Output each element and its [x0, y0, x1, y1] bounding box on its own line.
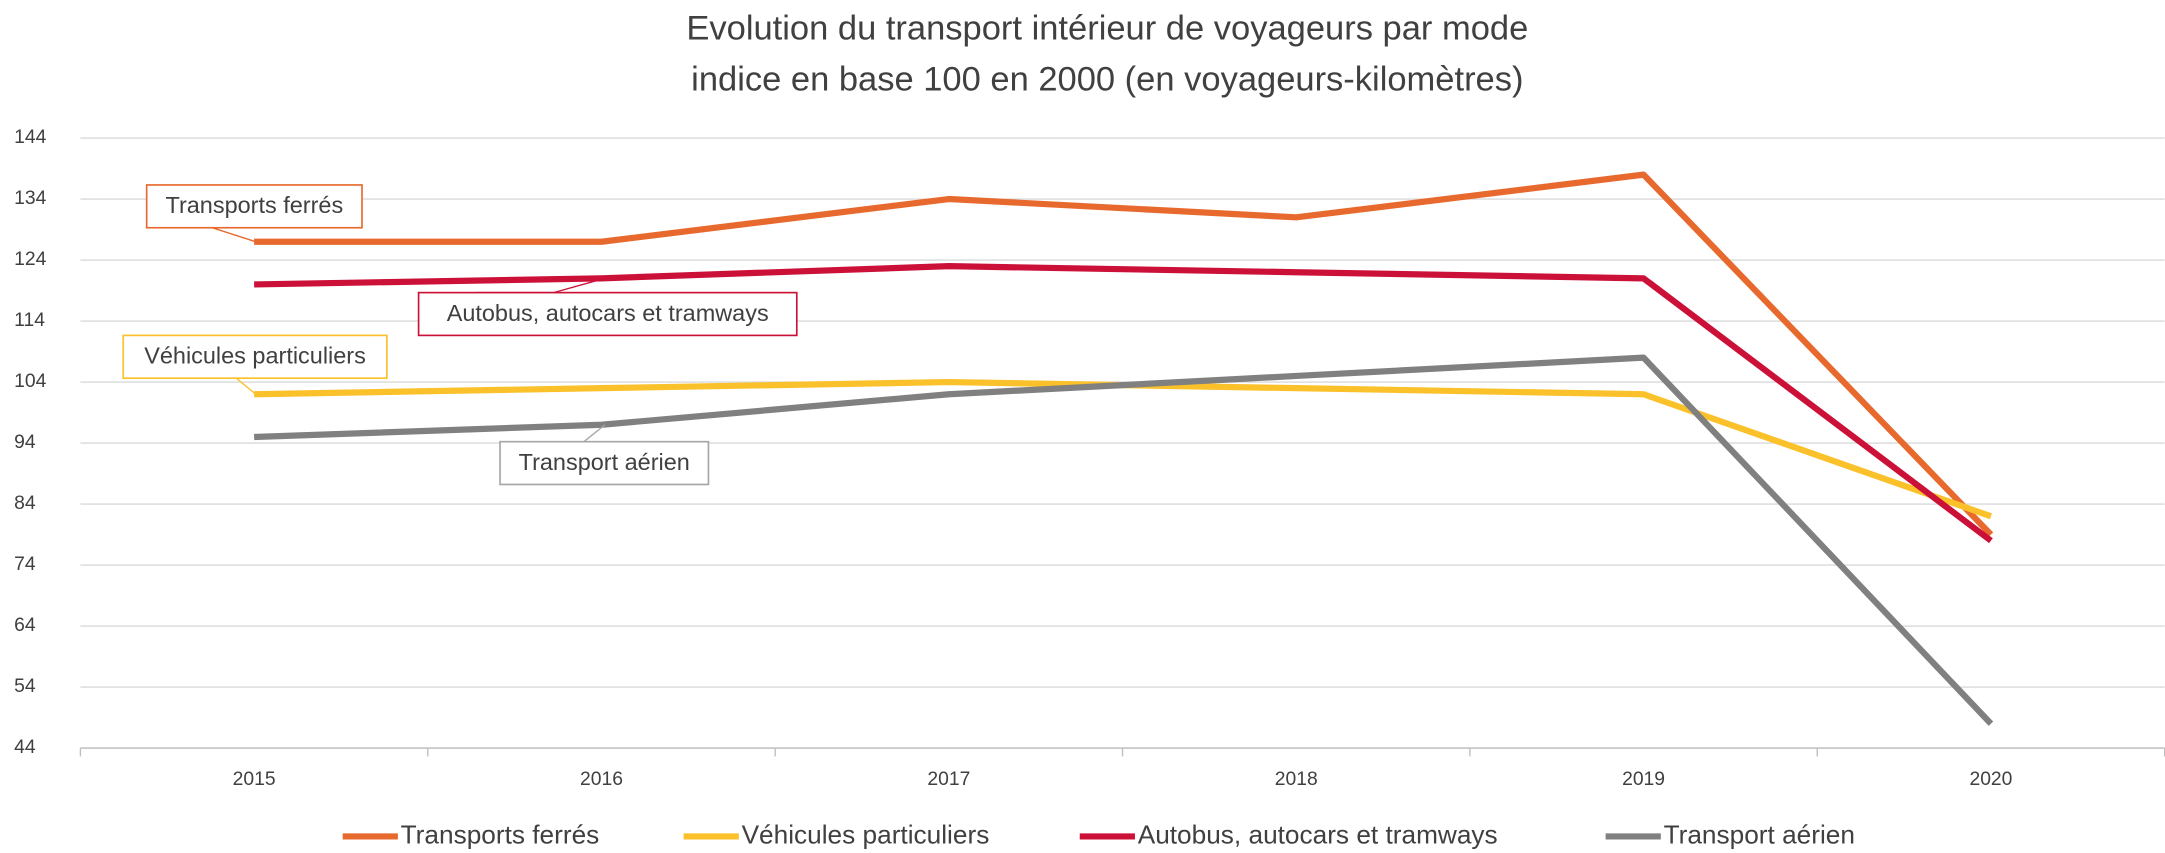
legend-label: Transport aérien — [1664, 819, 1855, 849]
series-line — [254, 263, 1993, 544]
x-tick-label: 2020 — [1969, 769, 2012, 790]
x-tick-label: 2016 — [580, 769, 623, 790]
y-tick-label: 54 — [14, 676, 36, 697]
y-tick-label: 124 — [14, 249, 46, 270]
y-tick-label: 94 — [14, 432, 36, 453]
annotation-box — [145, 184, 363, 229]
x-tick-label: 2019 — [1622, 769, 1665, 790]
annotation-box — [499, 440, 710, 486]
y-tick-label: 84 — [14, 493, 36, 514]
annotation-text: Autobus, autocars et tramways — [447, 300, 769, 326]
annotation-leader — [207, 377, 257, 395]
legend-label: Autobus, autocars et tramways — [1138, 819, 1498, 849]
y-tick-label: 44 — [14, 737, 36, 758]
annotation-text: Véhicules particuliers — [144, 343, 366, 369]
x-tick-label: 2015 — [233, 769, 276, 790]
chart-subtitle: indice en base 100 en 2000 (en voyageurs… — [691, 61, 1523, 99]
annotation-leader — [146, 227, 256, 243]
annotation-text: Transport aérien — [519, 449, 690, 475]
legend-label: Transports ferrés — [401, 819, 600, 849]
x-tick-label: 2017 — [927, 769, 970, 790]
y-tick-label: 74 — [14, 554, 36, 575]
y-tick-label: 104 — [14, 371, 46, 392]
series-line — [254, 171, 1994, 537]
annotation-text: Transports ferrés — [166, 192, 344, 218]
chart-title: Evolution du transport intérieur de voya… — [686, 9, 1528, 47]
series-line — [254, 354, 1994, 726]
annotation-box — [122, 334, 388, 380]
y-tick-label: 114 — [14, 310, 45, 331]
y-tick-label: 144 — [14, 127, 46, 148]
legend-label: Véhicules particuliers — [742, 819, 990, 849]
y-tick-label: 134 — [14, 188, 46, 209]
annotation-box — [417, 291, 798, 337]
x-tick-label: 2018 — [1275, 769, 1318, 790]
y-tick-label: 64 — [14, 615, 36, 636]
